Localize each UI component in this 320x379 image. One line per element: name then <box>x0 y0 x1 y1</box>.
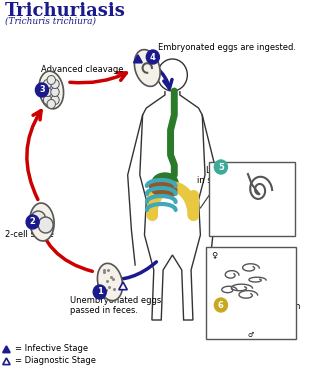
Circle shape <box>51 88 59 97</box>
Polygon shape <box>3 358 10 365</box>
Ellipse shape <box>97 263 123 301</box>
Circle shape <box>47 75 55 85</box>
Circle shape <box>26 215 39 229</box>
Circle shape <box>214 298 228 312</box>
Ellipse shape <box>152 173 178 193</box>
Text: Unembryonated eggs
passed in feces.: Unembryonated eggs passed in feces. <box>70 296 161 315</box>
Circle shape <box>51 80 59 89</box>
Text: Trichuriasis: Trichuriasis <box>5 2 125 20</box>
Circle shape <box>51 96 59 105</box>
Polygon shape <box>134 55 142 63</box>
Ellipse shape <box>134 50 160 86</box>
Text: Larvae hatch
in small intestine: Larvae hatch in small intestine <box>197 166 269 185</box>
Text: 5: 5 <box>218 163 224 172</box>
Text: 1: 1 <box>97 288 103 296</box>
Text: 3: 3 <box>39 86 45 94</box>
Text: 6: 6 <box>218 301 224 310</box>
Circle shape <box>43 80 52 89</box>
Text: 4: 4 <box>150 53 156 61</box>
Text: 2: 2 <box>30 218 36 227</box>
Text: = Infective Stage: = Infective Stage <box>15 344 88 353</box>
Circle shape <box>43 88 52 97</box>
Polygon shape <box>3 346 10 352</box>
Circle shape <box>47 100 55 108</box>
Text: Advanced cleavage: Advanced cleavage <box>41 65 124 74</box>
Circle shape <box>36 83 48 97</box>
Text: Embryonated eggs are ingested.: Embryonated eggs are ingested. <box>158 43 296 52</box>
Circle shape <box>43 96 52 105</box>
Ellipse shape <box>149 179 177 197</box>
Text: (Trichuris trichiura): (Trichuris trichiura) <box>5 17 96 26</box>
Circle shape <box>38 217 53 233</box>
Circle shape <box>93 285 106 299</box>
Circle shape <box>31 211 46 227</box>
Text: = Diagnostic Stage: = Diagnostic Stage <box>15 356 96 365</box>
Circle shape <box>146 50 159 64</box>
Text: 2-cell stage: 2-cell stage <box>5 230 53 239</box>
Ellipse shape <box>30 203 54 241</box>
FancyBboxPatch shape <box>206 247 296 339</box>
Text: ♂: ♂ <box>247 332 253 338</box>
Circle shape <box>214 160 228 174</box>
FancyBboxPatch shape <box>209 162 294 236</box>
Ellipse shape <box>39 71 64 109</box>
Text: ♀: ♀ <box>212 251 218 260</box>
Text: Adults in cecum: Adults in cecum <box>233 302 300 311</box>
Polygon shape <box>119 282 127 290</box>
